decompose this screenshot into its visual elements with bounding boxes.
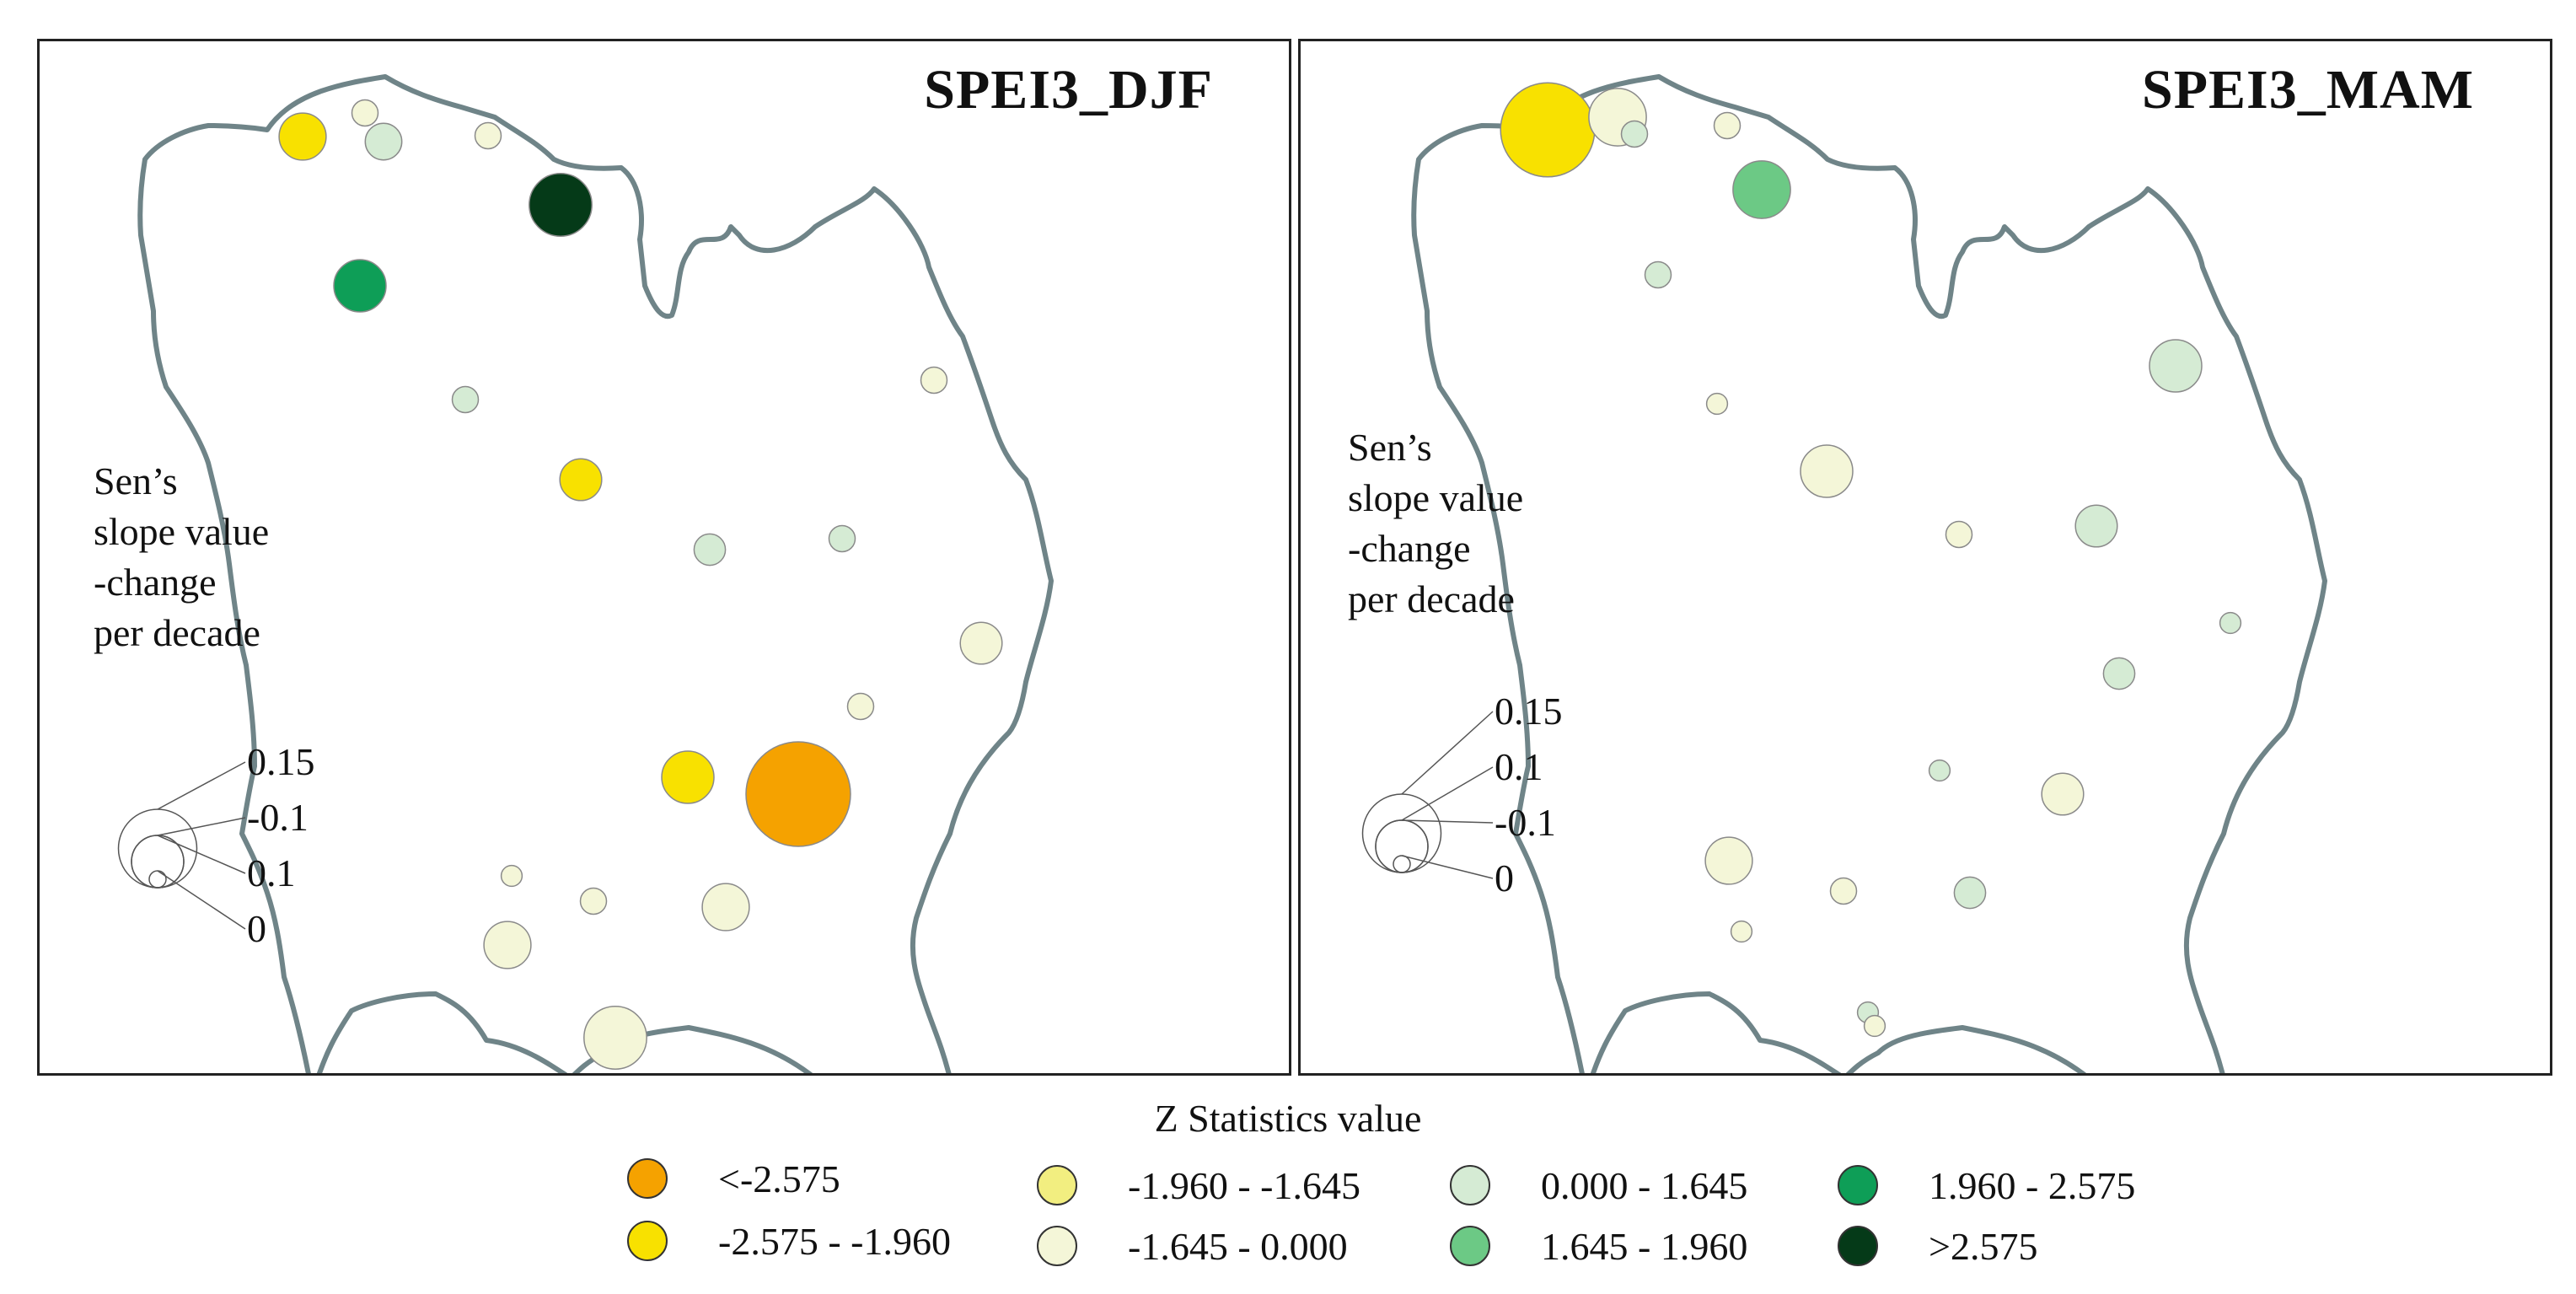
legend-label: 1.645 - 1.960 <box>1541 1225 1748 1268</box>
station-marker <box>500 864 523 888</box>
station-marker <box>1705 392 1729 416</box>
scale-label: -0.1 <box>1495 801 1556 844</box>
legend-swatch <box>1037 1165 1077 1205</box>
station-marker <box>529 173 593 237</box>
scale-label: 0.15 <box>1495 690 1563 733</box>
scale-label: -0.1 <box>247 796 309 839</box>
station-marker <box>579 887 608 915</box>
scale-circle <box>1393 855 1411 873</box>
station-marker <box>1644 260 1672 289</box>
scale-circle <box>117 808 198 889</box>
scale-leader-line <box>157 835 246 874</box>
station-marker <box>474 121 502 150</box>
legend-label: 1.960 - 2.575 <box>1929 1164 2136 1207</box>
region-boundary <box>137 74 1054 1073</box>
station-marker <box>2219 611 2242 635</box>
scale-title-line: per decade <box>1348 577 1515 620</box>
legend-swatch <box>1037 1226 1077 1266</box>
scale-title-line: slope value <box>1348 476 1524 519</box>
map-panel-djf: SPEI3_DJF Sen’s slope value -change per … <box>37 39 1291 1076</box>
station-marker <box>1713 111 1741 140</box>
station-marker <box>333 259 387 313</box>
scale-leader-line <box>157 817 246 836</box>
scale-label: 0.1 <box>1495 745 1543 788</box>
station-marker <box>1945 520 1973 549</box>
station-marker <box>1730 920 1753 943</box>
station-marker <box>1863 1014 1886 1038</box>
scale-leader-line <box>157 870 246 930</box>
station-marker <box>1620 120 1649 148</box>
legend-label: -1.960 - -1.645 <box>1128 1164 1360 1207</box>
station-marker <box>559 458 603 502</box>
legend-title: Z Statistics value <box>1154 1097 1422 1140</box>
map-mam <box>1361 74 2327 1073</box>
station-marker <box>828 524 856 553</box>
panel-title: SPEI3_DJF <box>924 59 1213 121</box>
station-marker <box>693 533 727 566</box>
station-marker <box>1829 877 1858 905</box>
scale-title-line: -change <box>94 561 217 604</box>
scale-circle <box>1361 793 1442 873</box>
scale-label: 0.1 <box>247 851 296 894</box>
scale-leader-line <box>157 761 246 810</box>
legend-label: <-2.575 <box>718 1157 840 1200</box>
scale-leader-line <box>1401 855 1494 879</box>
station-marker <box>1928 759 1951 782</box>
station-marker <box>364 122 403 161</box>
station-marker <box>1953 876 1987 910</box>
scale-title: Sen’s slope value -change per decade <box>1348 422 1634 625</box>
scale-leader-line <box>1401 766 1494 821</box>
station-marker <box>483 921 532 969</box>
legend-swatch <box>1838 1226 1878 1266</box>
map-djf <box>117 74 1054 1073</box>
scale-label: 0 <box>1495 856 1514 899</box>
legend-label: 0.000 - 1.645 <box>1541 1164 1748 1207</box>
scale-label: 0.15 <box>247 740 315 783</box>
region-boundary <box>1411 74 2327 1073</box>
station-marker <box>2041 772 2085 816</box>
station-marker <box>451 385 480 414</box>
legend-swatch <box>627 1158 668 1199</box>
station-marker <box>1500 82 1596 178</box>
station-marker <box>278 112 327 161</box>
scale-title-line: slope value <box>94 510 270 553</box>
station-marker <box>1800 444 1854 498</box>
scale-leader-line <box>1401 819 1494 824</box>
station-marker <box>351 99 379 127</box>
legend-label: >2.575 <box>1929 1225 2038 1268</box>
scale-label: 0 <box>247 907 266 950</box>
scale-title-line: Sen’s <box>94 459 178 502</box>
station-marker <box>2074 504 2118 548</box>
map-panel-mam: SPEI3_MAM Sen’s slope value -change per … <box>1298 39 2552 1076</box>
legend-label: -2.575 - -1.960 <box>718 1220 951 1263</box>
legend-swatch <box>627 1221 668 1261</box>
scale-circle <box>1375 819 1429 873</box>
scale-title: Sen’s slope value -change per decade <box>94 456 380 658</box>
scale-circle <box>148 870 167 889</box>
scale-title-line: -change <box>1348 527 1471 570</box>
station-marker <box>701 883 750 932</box>
scale-leader-line <box>1401 711 1494 795</box>
legend-swatch <box>1450 1226 1490 1266</box>
legend-swatch <box>1838 1165 1878 1205</box>
station-marker <box>583 1006 647 1070</box>
legend-label: -1.645 - 0.000 <box>1128 1225 1348 1268</box>
station-marker <box>2149 339 2203 393</box>
station-marker <box>959 621 1003 665</box>
station-marker <box>2102 657 2136 690</box>
station-marker <box>745 741 851 847</box>
station-marker <box>1732 160 1791 219</box>
station-marker <box>661 750 715 804</box>
legend-swatch <box>1450 1165 1490 1205</box>
panel-title: SPEI3_MAM <box>2142 59 2474 121</box>
scale-title-line: Sen’s <box>1348 426 1432 469</box>
station-marker <box>846 692 875 721</box>
station-marker <box>920 366 948 395</box>
station-marker <box>1704 836 1753 885</box>
scale-title-line: per decade <box>94 611 260 654</box>
